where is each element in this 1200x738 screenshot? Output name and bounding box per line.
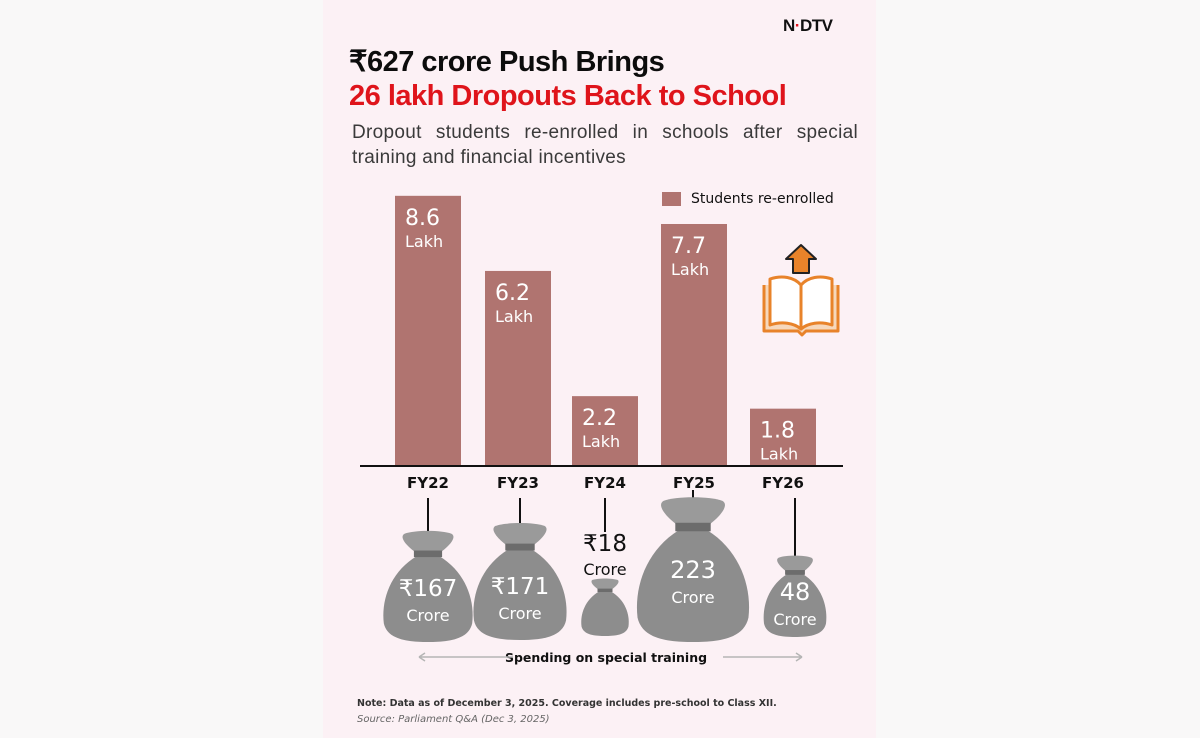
bag-top [661, 497, 725, 528]
x-tick-label: FY23 [497, 474, 539, 492]
bar-value-label: 6.2 [495, 281, 530, 306]
subtitle: Dropout students re-enrolled in schools … [352, 122, 858, 168]
title-line-2: 26 lakh Dropouts Back to School [349, 80, 787, 112]
ndtv-logo: N·DTV [783, 16, 833, 35]
chart-svg: 8.6LakhFY226.2LakhFY232.2LakhFY247.7Lakh… [360, 195, 843, 665]
spending-unit-label: Crore [773, 610, 816, 629]
bag-top [591, 578, 619, 591]
bar-value-label: 2.2 [582, 406, 617, 431]
spending-value-label: ₹18 [583, 531, 627, 557]
bar-FY26 [750, 408, 816, 465]
book-left-page [768, 275, 803, 331]
legend-label: Students re-enrolled [691, 191, 834, 207]
bag-top [777, 555, 813, 573]
bag-band [413, 550, 443, 558]
bag-band [505, 543, 535, 551]
title-line-1: ₹627 crore Push Brings [349, 46, 665, 78]
spending-unit-label: Crore [671, 588, 714, 607]
bag-top [402, 530, 454, 555]
source: Source: Parliament Q&A (Dec 3, 2025) [357, 714, 550, 725]
bag-body [763, 574, 827, 637]
bar-unit-label: Lakh [582, 432, 620, 451]
bar-unit-label: Lakh [405, 232, 443, 251]
money-bag-icon [581, 578, 629, 636]
bar-FY25 [661, 223, 727, 465]
x-tick-label: FY26 [762, 474, 804, 492]
legend-swatch [662, 192, 681, 206]
infographic-panel: N·DTV ₹627 crore Push Brings 26 lakh Dro… [323, 0, 876, 738]
note: Note: Data as of December 3, 2025. Cover… [357, 698, 777, 709]
bar-FY24 [572, 396, 638, 465]
x-tick-label: FY24 [584, 474, 626, 492]
money-bag-icon [636, 497, 750, 642]
bar-unit-label: Lakh [671, 260, 709, 279]
bag-band [785, 570, 805, 575]
bar-unit-label: Lakh [760, 445, 798, 464]
bag-body [473, 549, 567, 640]
bag-body [581, 591, 629, 636]
bar-FY23 [485, 270, 551, 465]
up-arrow [785, 244, 817, 274]
spending-unit-label: Crore [406, 606, 449, 625]
x-tick-label: FY22 [407, 474, 449, 492]
book-with-up-arrow-icon [762, 244, 840, 337]
spending-unit-label: Crore [498, 604, 541, 623]
x-tick-label: FY25 [673, 474, 715, 492]
legend: Students re-enrolled [662, 191, 834, 207]
bar-value-label: 7.7 [671, 234, 706, 259]
bag-top [493, 522, 547, 548]
spending-value-label: ₹167 [399, 576, 458, 602]
spending-caption: Spending on special training [505, 650, 707, 665]
bag-band [597, 588, 613, 593]
spending-value-label: 48 [780, 578, 811, 606]
money-bag-icon [383, 530, 473, 642]
money-bag-icon [473, 522, 567, 640]
left-arrow-icon [418, 652, 513, 662]
bag-band [675, 522, 711, 532]
spending-value-label: ₹171 [491, 574, 550, 600]
bar-value-label: 1.8 [760, 419, 795, 444]
money-bag-icon [763, 555, 827, 637]
spending-unit-label: Crore [583, 560, 626, 579]
bag-body [636, 530, 750, 642]
bag-body [383, 556, 473, 642]
right-arrow-icon [723, 652, 803, 662]
bar-FY22 [395, 195, 461, 465]
book-right-page [799, 275, 834, 331]
bar-unit-label: Lakh [495, 307, 533, 326]
spending-value-label: 223 [670, 556, 716, 584]
bar-value-label: 8.6 [405, 206, 440, 231]
